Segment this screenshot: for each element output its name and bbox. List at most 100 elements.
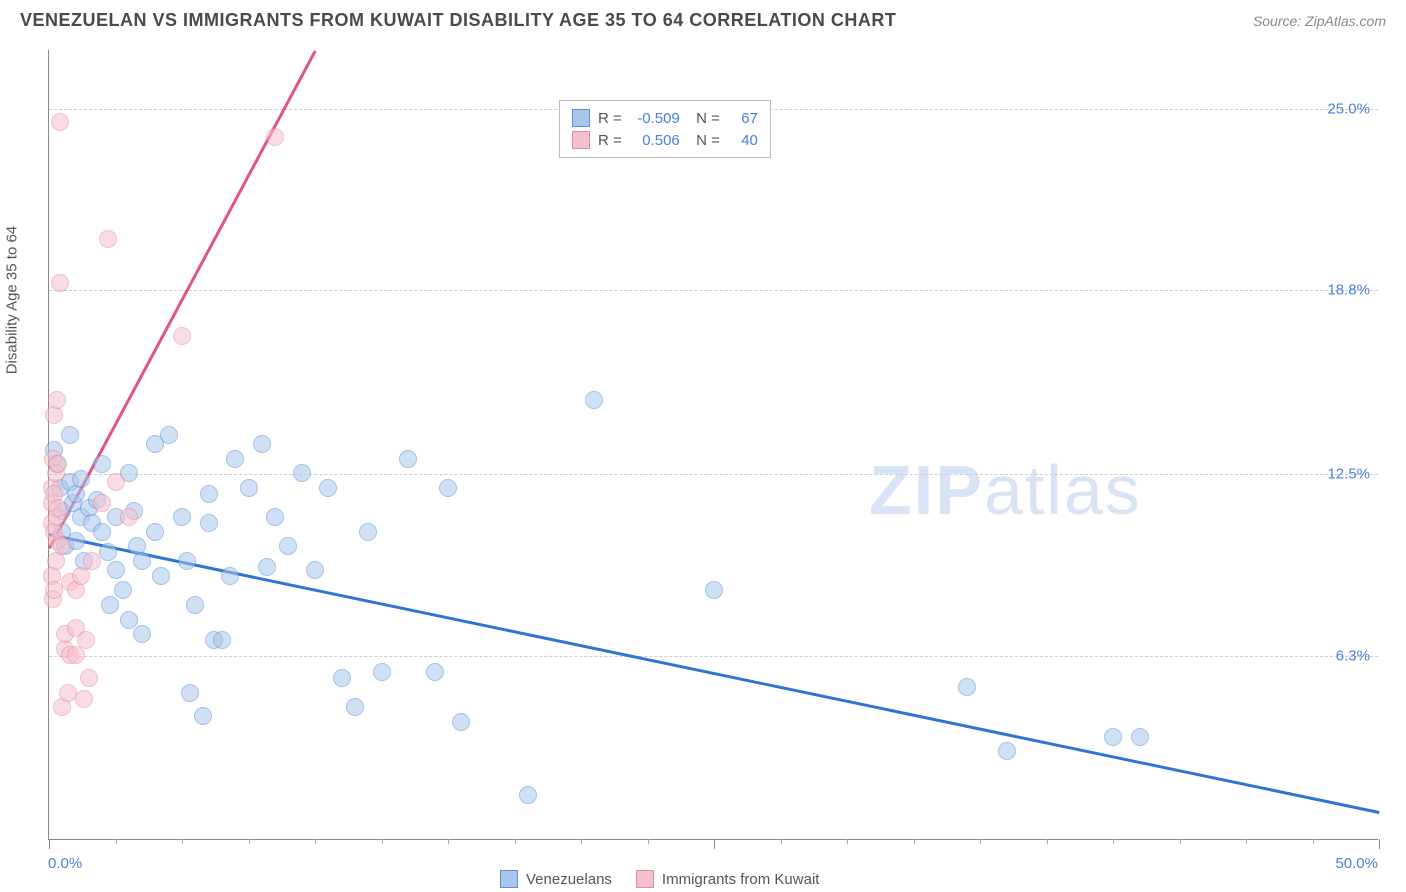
data-point <box>213 631 231 649</box>
y-axis-label: Disability Age 35 to 64 <box>4 226 21 374</box>
data-point <box>279 537 297 555</box>
data-point <box>114 581 132 599</box>
data-point <box>958 678 976 696</box>
data-point <box>152 567 170 585</box>
data-point <box>266 508 284 526</box>
x-tick-minor <box>914 839 915 844</box>
data-point <box>178 552 196 570</box>
legend-swatch <box>636 870 654 888</box>
y-tick-label: 25.0% <box>1327 100 1370 117</box>
data-point <box>319 479 337 497</box>
legend-n-label: N = <box>688 132 720 149</box>
y-tick-label: 18.8% <box>1327 281 1370 298</box>
legend-n-value: 67 <box>728 110 758 127</box>
data-point <box>49 499 67 517</box>
data-point <box>99 543 117 561</box>
x-tick-minor <box>980 839 981 844</box>
data-point <box>48 391 66 409</box>
data-point <box>181 684 199 702</box>
chart-title: VENEZUELAN VS IMMIGRANTS FROM KUWAIT DIS… <box>20 10 896 31</box>
x-tick-minor <box>448 839 449 844</box>
data-point <box>439 479 457 497</box>
legend-r-label: R = <box>598 110 622 127</box>
x-tick-minor <box>515 839 516 844</box>
legend-r-label: R = <box>598 132 622 149</box>
data-point <box>99 230 117 248</box>
correlation-legend: R =-0.509 N =67R =0.506 N =40 <box>559 100 771 158</box>
x-tick-minor <box>1313 839 1314 844</box>
legend-swatch <box>572 109 590 127</box>
data-point <box>173 327 191 345</box>
data-point <box>133 625 151 643</box>
data-point <box>53 537 71 555</box>
x-tick-minor <box>182 839 183 844</box>
x-tick-minor <box>648 839 649 844</box>
x-tick-minor <box>249 839 250 844</box>
data-point <box>253 435 271 453</box>
y-tick-label: 6.3% <box>1336 647 1370 664</box>
watermark: ZIPatlas <box>869 450 1142 530</box>
x-tick-major <box>49 839 50 849</box>
legend-n-label: N = <box>688 110 720 127</box>
x-tick-minor <box>781 839 782 844</box>
source-label: Source: ZipAtlas.com <box>1253 13 1386 29</box>
gridline <box>49 474 1378 475</box>
data-point <box>585 391 603 409</box>
data-point <box>61 426 79 444</box>
x-tick-major <box>714 839 715 849</box>
trend-line <box>49 533 1380 813</box>
x-tick-minor <box>1047 839 1048 844</box>
data-point <box>72 470 90 488</box>
data-point <box>77 631 95 649</box>
legend-r-value: 0.506 <box>630 132 680 149</box>
data-point <box>194 707 212 725</box>
data-point <box>705 581 723 599</box>
legend-label: Venezuelans <box>526 871 612 888</box>
data-point <box>452 713 470 731</box>
data-point <box>399 450 417 468</box>
data-point <box>258 558 276 576</box>
data-point <box>49 455 67 473</box>
data-point <box>93 455 111 473</box>
series-legend: Venezuelans Immigrants from Kuwait <box>500 870 819 888</box>
data-point <box>107 473 125 491</box>
legend-item: Venezuelans <box>500 870 612 888</box>
data-point <box>93 494 111 512</box>
scatter-chart: ZIPatlas R =-0.509 N =67R =0.506 N =40 6… <box>48 50 1378 840</box>
x-tick-minor <box>847 839 848 844</box>
data-point <box>359 523 377 541</box>
legend-label: Immigrants from Kuwait <box>662 871 820 888</box>
data-point <box>221 567 239 585</box>
gridline <box>49 290 1378 291</box>
x-tick-minor <box>1246 839 1247 844</box>
legend-item: Immigrants from Kuwait <box>636 870 820 888</box>
x-tick-minor <box>1113 839 1114 844</box>
data-point <box>293 464 311 482</box>
legend-n-value: 40 <box>728 132 758 149</box>
data-point <box>133 552 151 570</box>
x-tick-minor <box>1180 839 1181 844</box>
x-tick-minor <box>382 839 383 844</box>
data-point <box>51 274 69 292</box>
data-point <box>101 596 119 614</box>
data-point <box>306 561 324 579</box>
y-tick-label: 12.5% <box>1327 466 1370 483</box>
data-point <box>146 523 164 541</box>
data-point <box>1104 728 1122 746</box>
data-point <box>333 669 351 687</box>
data-point <box>160 426 178 444</box>
x-tick-minor <box>116 839 117 844</box>
data-point <box>346 698 364 716</box>
data-point <box>120 611 138 629</box>
data-point <box>240 479 258 497</box>
gridline <box>49 656 1378 657</box>
data-point <box>107 561 125 579</box>
data-point <box>83 552 101 570</box>
data-point <box>226 450 244 468</box>
legend-swatch <box>500 870 518 888</box>
x-tick-minor <box>315 839 316 844</box>
data-point <box>75 690 93 708</box>
data-point <box>51 113 69 131</box>
data-point <box>519 786 537 804</box>
data-point <box>80 669 98 687</box>
